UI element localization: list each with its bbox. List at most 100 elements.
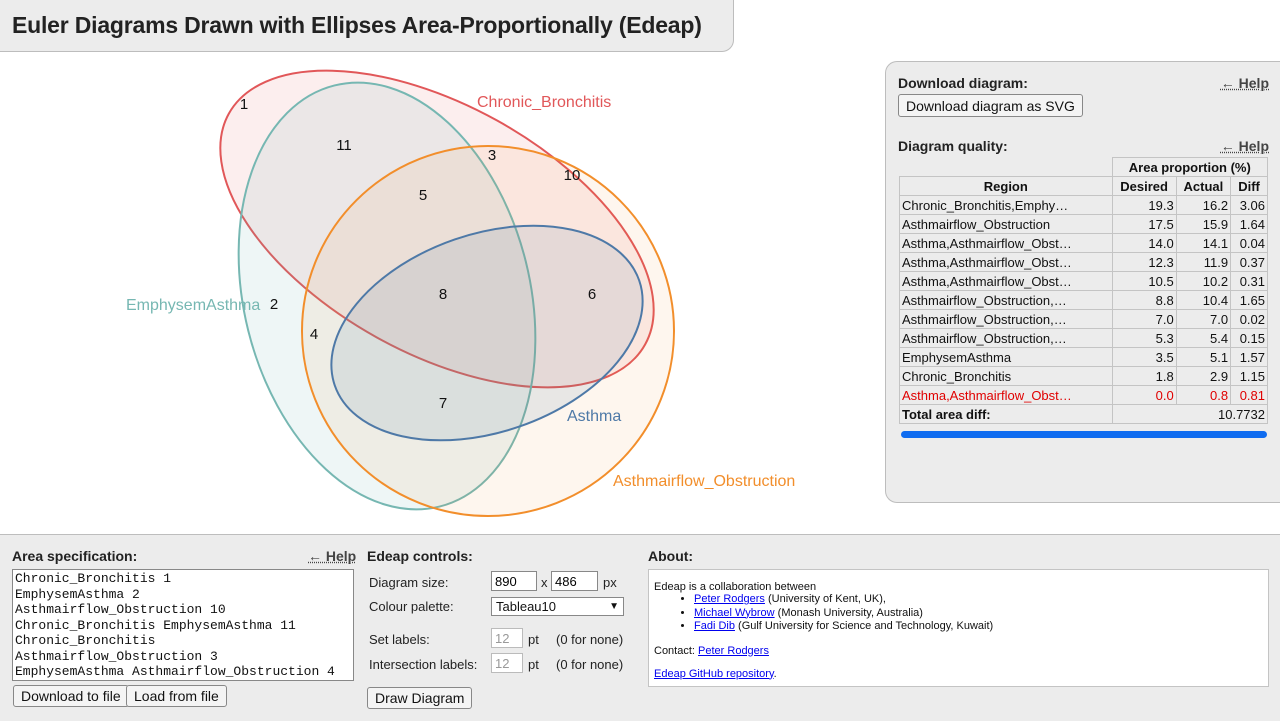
diff-cell: 0.81 (1230, 385, 1268, 405)
actual-cell: 15.9 (1175, 214, 1232, 234)
area-spec-textarea[interactable] (12, 569, 354, 681)
region-label: 11 (336, 137, 352, 154)
set-labels-input[interactable] (491, 628, 523, 648)
diff-cell: 1.65 (1230, 290, 1268, 310)
intersection-labels-input[interactable] (491, 653, 523, 673)
size-unit: px (603, 575, 617, 590)
desired-cell: 19.3 (1111, 195, 1177, 215)
person-link[interactable]: Michael Wybrow (694, 606, 775, 619)
column-header: Desired (1111, 176, 1177, 196)
quality-table: Area proportion (%) Region Desired Actua… (899, 157, 1269, 424)
person-link[interactable]: Peter Rodgers (694, 593, 765, 605)
controls-heading: Edeap controls: (367, 548, 473, 564)
diff-cell: 0.02 (1230, 309, 1268, 329)
actual-cell: 14.1 (1175, 233, 1232, 253)
diff-cell: 1.15 (1230, 366, 1268, 386)
actual-cell: 10.4 (1175, 290, 1232, 310)
chevron-down-icon: ▼ (609, 601, 619, 612)
region-label: 4 (310, 326, 318, 343)
download-heading: Download diagram: (898, 75, 1028, 91)
palette-select[interactable]: Tableau10 ▼ (491, 597, 624, 616)
quality-panel: Download diagram: ← Help Download diagra… (885, 61, 1280, 503)
actual-cell: 2.9 (1175, 366, 1232, 386)
draw-diagram-button[interactable]: Draw Diagram (367, 687, 473, 709)
desired-cell: 7.0 (1111, 309, 1177, 329)
diagram-width-input[interactable] (491, 571, 537, 591)
region-label: 8 (439, 286, 447, 303)
region-label: 6 (588, 286, 596, 303)
desired-cell: 17.5 (1111, 214, 1177, 234)
region-cell: Asthma,Asthmairflow_Obst… (899, 385, 1113, 405)
desired-cell: 0.0 (1111, 385, 1177, 405)
about-box: Edeap is a collaboration between Peter R… (648, 569, 1269, 687)
quality-help-link[interactable]: ← Help (1220, 138, 1269, 154)
desired-cell: 1.8 (1111, 366, 1177, 386)
desired-cell: 12.3 (1111, 252, 1177, 272)
region-label: 3 (488, 147, 496, 164)
total-value: 10.7732 (1111, 404, 1269, 424)
diff-cell: 1.57 (1230, 347, 1268, 367)
diff-cell: 0.31 (1230, 271, 1268, 291)
region-cell: Chronic_Bronchitis,Emphy… (899, 195, 1113, 215)
diagram-size-label: Diagram size: (369, 575, 449, 590)
region-label: 10 (564, 167, 581, 184)
actual-cell: 0.8 (1175, 385, 1232, 405)
load-from-file-button[interactable]: Load from file (126, 685, 227, 707)
page-header: Euler Diagrams Drawn with Ellipses Area-… (0, 0, 734, 52)
palette-label: Colour palette: (369, 599, 454, 614)
download-svg-button[interactable]: Download diagram as SVG (898, 94, 1083, 117)
download-to-file-button[interactable]: Download to file (13, 685, 129, 707)
download-help-link[interactable]: ← Help (1220, 75, 1269, 91)
intersection-labels-unit: pt (528, 657, 539, 672)
list-item: Fadi Dib (Gulf University for Science an… (694, 620, 1263, 634)
table-row: EmphysemAsthma 3.5 5.1 1.57 (899, 347, 1268, 367)
region-cell: Chronic_Bronchitis (899, 366, 1113, 386)
about-intro: Edeap is a collaboration between (654, 581, 817, 593)
region-cell: Asthmairflow_Obstruction,… (899, 309, 1113, 329)
contact-link[interactable]: Peter Rodgers (698, 644, 769, 657)
actual-cell: 5.1 (1175, 347, 1232, 367)
intersection-labels-label: Intersection labels: (369, 657, 478, 672)
quality-heading: Diagram quality: (898, 138, 1008, 154)
page-title: Euler Diagrams Drawn with Ellipses Area-… (12, 12, 702, 38)
set-labels-label: Set labels: (369, 632, 430, 647)
actual-cell: 10.2 (1175, 271, 1232, 291)
about-contact: Contact: Peter Rodgers (654, 645, 1263, 657)
set-label-chronic-bronchitis: Chronic_Bronchitis (477, 94, 611, 111)
desired-cell: 5.3 (1111, 328, 1177, 348)
diff-cell: 0.04 (1230, 233, 1268, 253)
region-label: 1 (240, 96, 248, 113)
repo-suffix: . (773, 667, 777, 680)
table-row: Asthma,Asthmairflow_Obst… 10.5 10.2 0.31 (899, 271, 1268, 291)
region-cell: Asthmairflow_Obstruction (899, 214, 1113, 234)
region-label: 2 (270, 296, 278, 313)
set-labels-hint: (0 for none) (556, 632, 624, 647)
set-label-emphysemasthma: EmphysemAsthma (126, 297, 260, 314)
ellipse-asthmairflow-obstruction (301, 145, 675, 517)
list-item: Peter Rodgers (University of Kent, UK), (694, 593, 1263, 607)
person-link[interactable]: Fadi Dib (694, 620, 735, 632)
diff-cell: 1.64 (1230, 214, 1268, 234)
table-row: Chronic_Bronchitis,Emphy… 19.3 16.2 3.06 (899, 195, 1268, 215)
set-labels-unit: pt (528, 632, 539, 647)
table-row: Asthma,Asthmairflow_Obst… 14.0 14.1 0.04 (899, 233, 1268, 253)
total-label: Total area diff: (899, 404, 1113, 424)
ellipse-emphysemasthma (237, 81, 537, 511)
size-times: x (541, 575, 548, 590)
person-affiliation: (University of Kent, UK), (768, 593, 886, 605)
list-item: Michael Wybrow (Monash University, Austr… (694, 607, 1263, 621)
set-label-asthmairflow-obstruction: Asthmairflow_Obstruction (613, 473, 795, 490)
diff-cell: 3.06 (1230, 195, 1268, 215)
area-spec-heading: Area specification: (12, 548, 138, 564)
about-people-list: Peter Rodgers (University of Kent, UK), … (654, 593, 1263, 634)
github-repo-link[interactable]: Edeap GitHub repository (654, 667, 774, 680)
region-label: 7 (439, 395, 447, 412)
column-header: Region (899, 176, 1113, 196)
region-cell: Asthmairflow_Obstruction,… (899, 328, 1113, 348)
about-repo: Edeap GitHub repository. (654, 668, 1263, 680)
area-spec-help-link[interactable]: ← Help (308, 548, 357, 564)
desired-cell: 3.5 (1111, 347, 1177, 367)
ellipse-asthma (330, 224, 644, 442)
table-row: Chronic_Bronchitis 1.8 2.9 1.15 (899, 366, 1268, 386)
diagram-height-input[interactable] (551, 571, 598, 591)
